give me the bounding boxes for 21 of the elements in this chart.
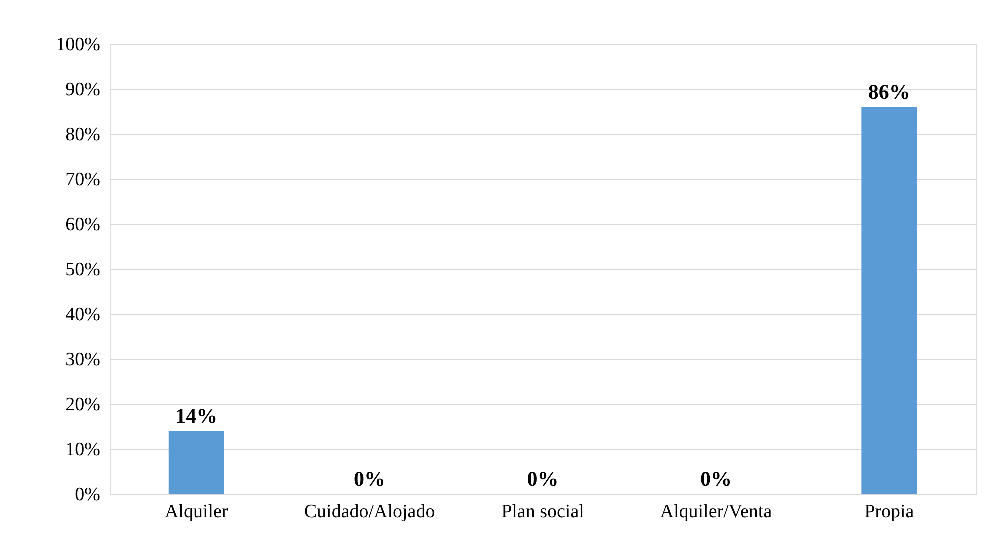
data-label: 0% (354, 467, 386, 491)
x-tick-label: Alquiler/Venta (660, 502, 773, 522)
y-tick-label: 40% (66, 304, 101, 326)
y-tick-label: 30% (66, 350, 101, 370)
y-tick-label: 10% (66, 440, 101, 460)
y-tick-label: 0% (75, 484, 101, 506)
x-tick-label: Alquiler (164, 502, 229, 522)
data-label: 86% (868, 80, 910, 104)
y-tick-label: 50% (66, 260, 101, 280)
x-tick-label: Propia (864, 502, 915, 522)
x-tick-label: Plan social (502, 502, 584, 522)
x-tick-label: Cuidado/Alojado (304, 502, 436, 522)
y-tick-label: 60% (66, 214, 101, 236)
y-tick-label: 90% (66, 80, 101, 100)
data-label: 0% (700, 467, 732, 491)
y-tick-label: 70% (66, 170, 101, 190)
data-label: 14% (176, 404, 218, 428)
y-tick-label: 100% (56, 34, 101, 56)
data-label: 0% (527, 467, 559, 491)
y-tick-label: 80% (66, 124, 101, 146)
y-tick-label: 20% (66, 394, 101, 416)
